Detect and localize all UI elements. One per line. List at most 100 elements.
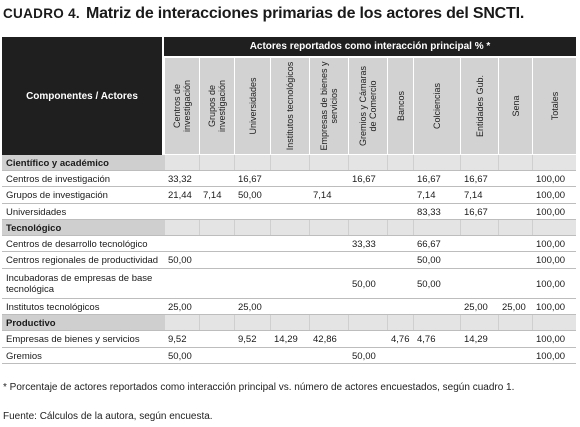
column-divider [460,236,461,252]
table-cell [387,171,413,187]
table-cell: 100,00 [536,238,566,250]
column-divider [460,299,461,315]
section-cell [310,220,348,236]
table-cell [270,155,309,171]
row-label: Centros regionales de productividad [6,255,159,266]
column-divider [348,171,349,187]
table-cell [199,252,234,269]
row-divider [2,203,576,204]
column-divider [234,171,235,187]
table-cell [460,220,498,236]
source-text: Fuente: Cálculos de la autora, según enc… [3,411,213,422]
row-label: Centros de desarrollo tecnológico [6,238,148,250]
table-cell [532,155,576,171]
column-divider [164,348,165,364]
table-cell [164,236,199,252]
column-divider [199,331,200,348]
table-cell [309,204,348,220]
table-cell [413,299,460,315]
table-cell [270,299,309,315]
row-divider [2,186,576,187]
column-divider [234,348,235,364]
table-cell: 25,00 [502,301,526,313]
row-divider [2,235,576,236]
column-divider [532,348,533,364]
table-cell [460,269,498,299]
section-cell [499,315,532,331]
table-cell [270,236,309,252]
table-row: Centros de investigación 33,32 16,67 16,67 1… [2,171,576,187]
table-cell: 16,67 [238,173,262,185]
table-cell: 33,33 [352,238,376,250]
column-divider [234,252,235,269]
column-divider [309,236,310,252]
table-cell: 4,76 [391,334,410,345]
table-cell [270,269,309,299]
column-divider [234,187,235,204]
table-cell [498,269,532,299]
column-divider [270,348,271,364]
table-cell [460,236,498,252]
table-cell [348,252,387,269]
row-header: Componentes / Actores [2,37,162,155]
table-cell [309,299,348,315]
table-cell [309,252,348,269]
table-cell: 50,00 [417,278,441,290]
table-cell: 50,00 [238,190,262,201]
table-cell: 66,67 [417,238,441,250]
row-divider [2,170,576,171]
section-cell [235,155,270,171]
table-cell [234,252,270,269]
column-divider [234,299,235,315]
column-header: Centros de investigación [165,58,199,154]
table-cell [387,348,413,364]
column-header: Universidades [235,58,270,154]
column-divider [164,236,165,252]
row-label: Incubadoras de empresas de base tecnológ… [6,273,153,295]
column-divider [413,348,414,364]
section-cell [414,155,460,171]
column-divider [199,269,200,299]
table-cell: 16,67 [417,173,441,185]
column-divider [199,252,200,269]
column-divider [387,348,388,364]
table-cell: 100,00 [536,255,566,266]
table-cell [164,269,199,299]
table-cell [413,220,460,236]
section-cell [388,155,413,171]
footnote-text: * Porcentaje de actores reportados como … [3,382,515,393]
row-label: Gremios [6,350,42,362]
row-divider [2,268,576,269]
column-divider [387,299,388,315]
column-header-label: Bancos [395,90,406,122]
column-divider [348,269,349,299]
column-divider [532,204,533,220]
table-cell: 21,44 [168,190,192,201]
table-cell: 7,14 [417,190,436,201]
column-divider [498,187,499,204]
table-cell [270,315,309,331]
column-divider [270,299,271,315]
table-cell [413,155,460,171]
table-cell [348,155,387,171]
column-divider [532,187,533,204]
table-cell [387,315,413,331]
table-cell [234,315,270,331]
table-cell [164,220,199,236]
column-divider [532,236,533,252]
table-cell: 50,00 [352,278,376,290]
column-divider [498,171,499,187]
row-divider [2,330,576,331]
section-cell [461,220,498,236]
table-cell [234,204,270,220]
column-header: Bancos [388,58,413,154]
column-header-label: Gremios y Cámaras de Comercio [358,66,378,147]
column-divider [270,171,271,187]
column-divider [498,204,499,220]
column-divider [309,331,310,348]
table-cell [234,269,270,299]
column-divider [164,252,165,269]
table-cell [387,204,413,220]
column-divider [164,299,165,315]
table-cell [199,204,234,220]
